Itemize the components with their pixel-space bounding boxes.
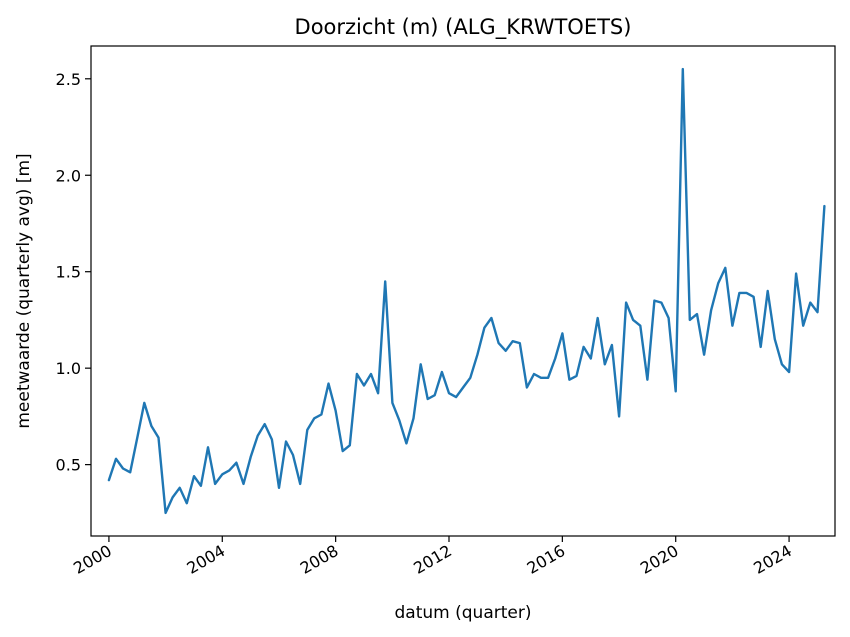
x-tick-label: 2024 — [750, 541, 795, 578]
y-axis: 0.5 1.0 1.5 2.0 2.5 — [56, 70, 91, 475]
y-tick-label: 2.5 — [56, 70, 81, 89]
y-tick-label: 1.5 — [56, 263, 81, 282]
x-axis: 2000 2004 2008 2012 2016 2020 2024 — [70, 536, 795, 578]
y-tick-label: 2.0 — [56, 166, 81, 185]
chart-title: Doorzicht (m) (ALG_KRWTOETS) — [295, 15, 632, 40]
plot-area — [91, 46, 835, 536]
x-tick-label: 2012 — [410, 541, 455, 578]
y-tick-label: 0.5 — [56, 456, 81, 475]
series-line — [107, 67, 826, 515]
y-tick-label: 1.0 — [56, 359, 81, 378]
x-tick-label: 2008 — [297, 541, 342, 578]
x-tick-label: 2004 — [184, 541, 229, 578]
y-axis-label: meetwaarde (quarterly avg) [m] — [14, 153, 34, 428]
plot-frame — [90, 45, 836, 537]
x-axis-label: datum (quarter) — [395, 603, 532, 623]
x-tick-label: 2000 — [70, 541, 115, 578]
x-tick-label: 2016 — [524, 541, 569, 578]
x-tick-label: 2020 — [637, 541, 682, 578]
